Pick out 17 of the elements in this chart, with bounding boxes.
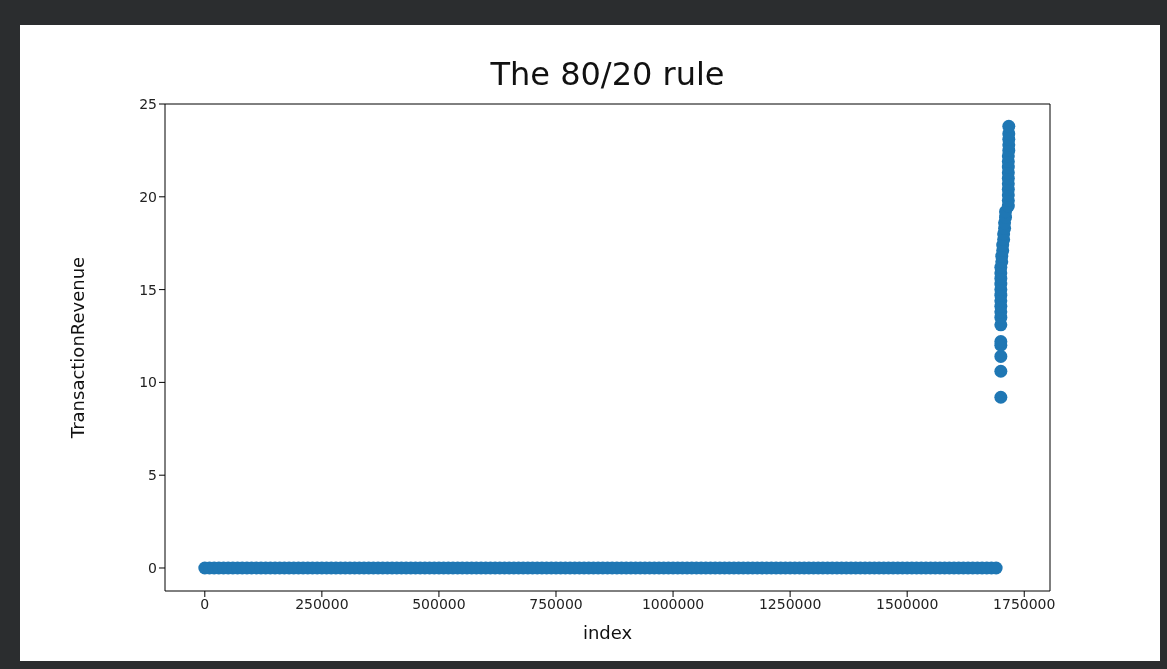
x-tick-label: 750000 [529,595,583,612]
x-tick-label: 1750000 [993,595,1056,612]
y-tick-label: 25 [139,95,157,112]
y-tick-label: 15 [139,281,157,298]
y-tick-label: 0 [148,559,157,576]
chart-title: The 80/20 rule [489,55,726,93]
x-tick-label: 250000 [295,595,349,612]
y-tick-label: 10 [139,374,157,391]
y-axis-title: TransactionRevenue [67,256,89,440]
x-tick-label: 500000 [412,595,466,612]
x-tick-label: 1250000 [758,595,822,612]
y-tick-label: 20 [139,188,157,205]
x-axis-title: index [582,622,633,643]
x-tick-label: 1500000 [876,595,939,612]
x-tick-label: 1000000 [641,595,705,612]
x-tick-label: 0 [200,595,210,612]
y-tick-label: 5 [148,467,157,484]
